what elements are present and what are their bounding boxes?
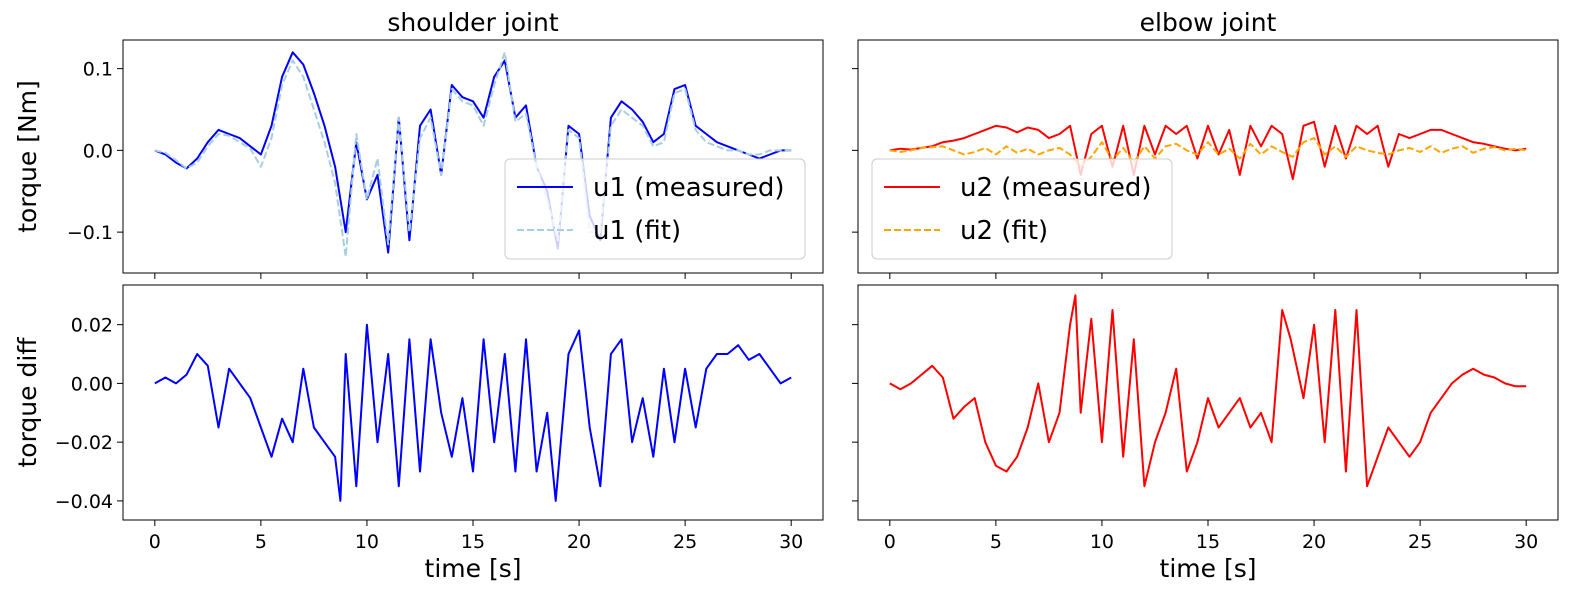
- x-tick-label: 0: [149, 531, 161, 553]
- panel-title: elbow joint: [1140, 8, 1277, 37]
- legend: u1 (measured) u1 (fit): [504, 158, 806, 260]
- x-axis-label: time [s]: [425, 554, 522, 583]
- x-tick-label: 15: [1196, 531, 1220, 553]
- series-line-diff: [889, 294, 1527, 488]
- y-tick-label: 0.02: [71, 315, 113, 337]
- elbow-diff-panel: 0 5 10 15 20 25 30 time [s]: [852, 284, 1559, 583]
- y-tick-label: 0.00: [71, 373, 113, 395]
- shoulder-diff-panel: 0 5 10 15 20 25 30 −0.04 −0.02 0.00 0.02 torque di…: [13, 284, 824, 583]
- x-tick-label: 20: [1302, 531, 1326, 553]
- series-line-u1-fit-: [154, 51, 792, 258]
- panel-title: shoulder joint: [387, 8, 558, 37]
- y-axis-label: torque [Nm]: [13, 80, 42, 233]
- series-line-u2-fit-: [889, 137, 1527, 168]
- x-tick-label: 30: [779, 531, 803, 553]
- y-tick-label: −0.02: [55, 432, 113, 454]
- plot-frame: [122, 284, 824, 521]
- x-tick-label: 0: [884, 531, 896, 553]
- series-line-u1-measured-: [154, 51, 792, 254]
- x-tick-label: 25: [673, 531, 697, 553]
- x-axis-label: time [s]: [1160, 554, 1257, 583]
- legend-box: [871, 158, 1173, 260]
- y-tick-label: 0.0: [83, 140, 113, 162]
- series-line-diff: [154, 323, 792, 502]
- legend-label: u2 (measured): [960, 173, 1151, 203]
- legend-box: [504, 158, 806, 260]
- x-tick-label: 15: [461, 531, 485, 553]
- elbow-torque-panel: elbow joint u2 (measured) u2 (fit): [852, 8, 1559, 279]
- legend: u2 (measured) u2 (fit): [871, 158, 1173, 260]
- legend-label: u1 (measured): [593, 173, 784, 203]
- x-tick-label: 5: [990, 531, 1002, 553]
- x-tick-label: 10: [1090, 531, 1114, 553]
- shoulder-torque-panel: −0.1 0.0 0.1 shoulder joint torque [Nm] u1…: [13, 8, 824, 279]
- y-tick-label: 0.1: [83, 59, 113, 81]
- y-axis-label: torque diff: [13, 337, 42, 468]
- x-tick-label: 25: [1408, 531, 1432, 553]
- y-tick-label: −0.1: [67, 222, 113, 244]
- series-line-u2-measured-: [889, 120, 1527, 180]
- x-tick-label: 30: [1514, 531, 1538, 553]
- legend-label: u1 (fit): [593, 216, 681, 246]
- x-tick-label: 5: [255, 531, 267, 553]
- x-tick-label: 10: [355, 531, 379, 553]
- plot-frame: [857, 284, 1559, 521]
- x-tick-label: 20: [567, 531, 591, 553]
- y-tick-label: −0.04: [55, 491, 113, 513]
- legend-label: u2 (fit): [960, 216, 1048, 246]
